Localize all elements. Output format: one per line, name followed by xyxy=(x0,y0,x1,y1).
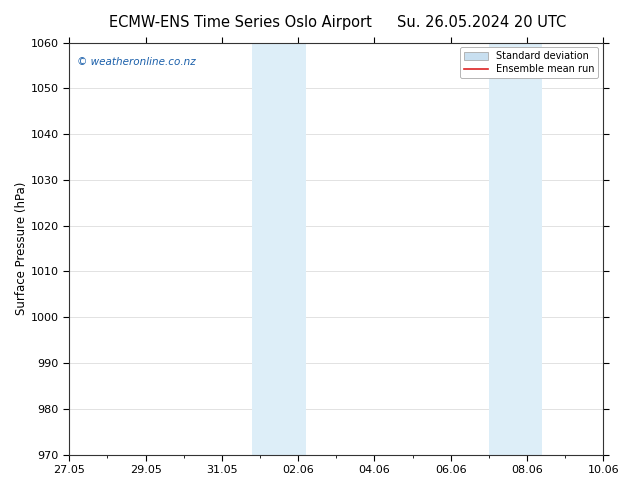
Text: ECMW-ENS Time Series Oslo Airport: ECMW-ENS Time Series Oslo Airport xyxy=(110,15,372,30)
Text: Su. 26.05.2024 20 UTC: Su. 26.05.2024 20 UTC xyxy=(398,15,566,30)
Text: © weatheronline.co.nz: © weatheronline.co.nz xyxy=(77,57,196,67)
Bar xyxy=(489,43,542,455)
Y-axis label: Surface Pressure (hPa): Surface Pressure (hPa) xyxy=(15,182,28,315)
Bar xyxy=(252,43,306,455)
Legend: Standard deviation, Ensemble mean run: Standard deviation, Ensemble mean run xyxy=(460,48,598,78)
